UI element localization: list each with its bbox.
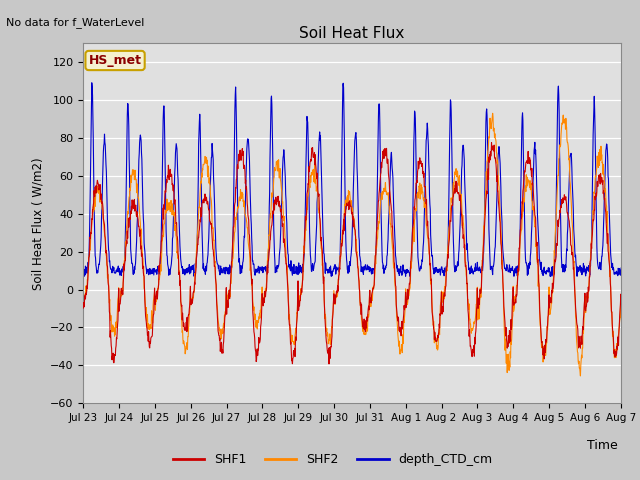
SHF2 <box>355 276 363 282</box>
depth_CTD_cm <box>79 269 87 275</box>
depth_CTD_cm <box>328 274 335 279</box>
SHF2 <box>506 359 513 364</box>
SHF2 <box>489 110 497 116</box>
Line: SHF2: SHF2 <box>83 113 640 376</box>
SHF2 <box>590 189 598 195</box>
SHF2 <box>344 201 352 206</box>
Line: SHF1: SHF1 <box>83 143 640 364</box>
Line: depth_CTD_cm: depth_CTD_cm <box>83 83 640 276</box>
SHF1 <box>169 184 177 190</box>
SHF2 <box>169 208 177 214</box>
SHF2 <box>79 297 87 302</box>
SHF1 <box>355 286 363 291</box>
Legend: SHF1, SHF2, depth_CTD_cm: SHF1, SHF2, depth_CTD_cm <box>168 448 498 471</box>
Text: HS_met: HS_met <box>88 54 141 67</box>
SHF1 <box>506 331 514 336</box>
depth_CTD_cm <box>356 252 364 258</box>
SHF1 <box>590 216 598 222</box>
depth_CTD_cm <box>345 269 353 275</box>
SHF1 <box>344 199 352 205</box>
Text: No data for f_WaterLevel: No data for f_WaterLevel <box>6 17 145 28</box>
depth_CTD_cm <box>590 105 598 110</box>
X-axis label: Time: Time <box>588 439 618 452</box>
SHF1 <box>79 305 87 311</box>
SHF1 <box>325 361 333 367</box>
depth_CTD_cm <box>170 223 177 229</box>
SHF1 <box>488 140 495 145</box>
Y-axis label: Soil Heat Flux ( W/m2): Soil Heat Flux ( W/m2) <box>31 157 44 289</box>
SHF2 <box>577 373 584 379</box>
Title: Soil Heat Flux: Soil Heat Flux <box>300 25 404 41</box>
depth_CTD_cm <box>506 265 514 271</box>
depth_CTD_cm <box>88 80 95 85</box>
